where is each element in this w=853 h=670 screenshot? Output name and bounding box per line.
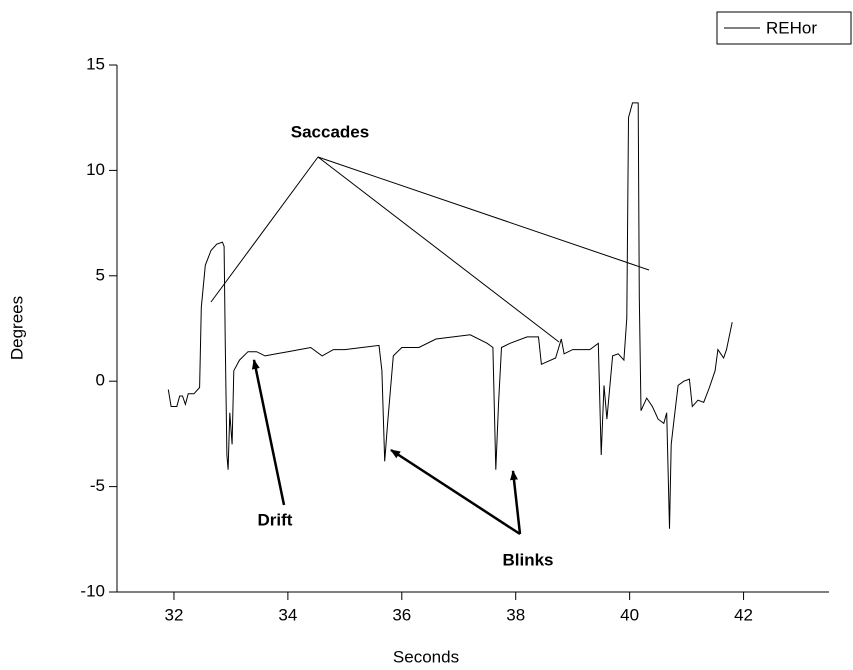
y-tick-label: -10 (80, 581, 105, 600)
x-tick-label: 34 (278, 605, 297, 624)
x-tick-label: 40 (620, 605, 639, 624)
annotation: Blinks (502, 550, 553, 569)
y-axis-label: Degrees (7, 296, 26, 360)
annotation-line (210, 156, 319, 303)
y-tick-label: 10 (86, 160, 105, 179)
x-tick-label: 32 (164, 605, 183, 624)
y-tick-label: 15 (86, 54, 105, 73)
x-tick-label: 38 (506, 605, 525, 624)
y-tick-label: 0 (96, 371, 105, 390)
y-tick-label: -5 (90, 476, 105, 495)
annotation-arrow (390, 448, 521, 536)
annotation: Saccades (291, 122, 369, 141)
data-line (167, 102, 733, 529)
y-tick-label: 5 (96, 265, 105, 284)
annotation-line (317, 156, 650, 271)
annotation-line (317, 156, 560, 343)
x-axis-label: Seconds (393, 647, 459, 666)
legend-label: REHor (766, 18, 817, 37)
annotation-arrow (510, 470, 522, 535)
x-tick-label: 36 (392, 605, 411, 624)
annotation: Drift (258, 510, 293, 529)
annotation-arrow (251, 359, 286, 506)
x-tick-label: 42 (734, 605, 753, 624)
